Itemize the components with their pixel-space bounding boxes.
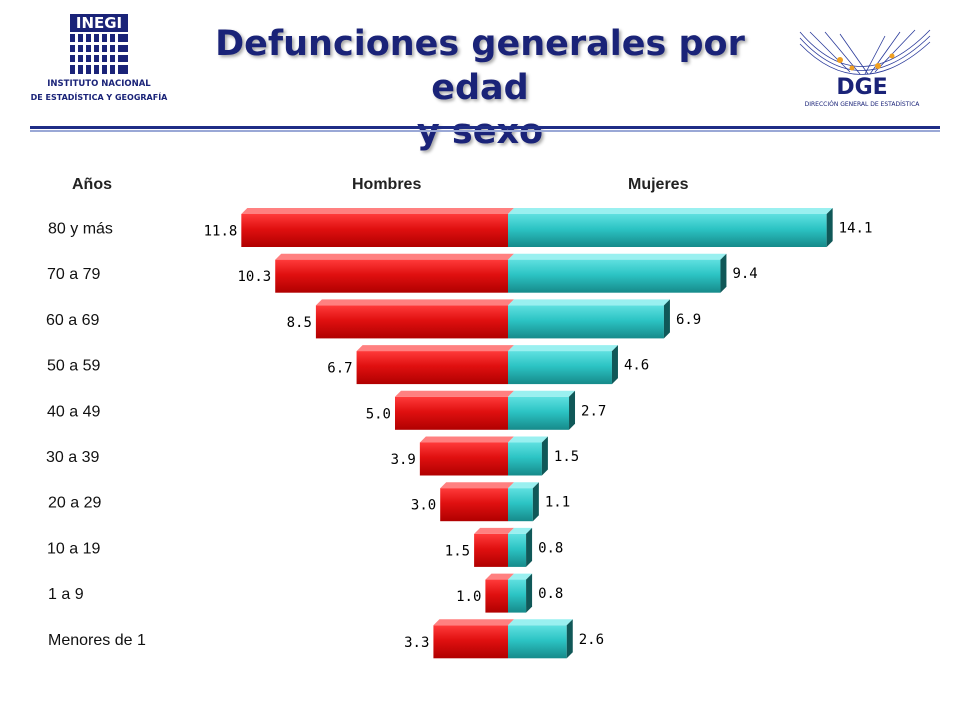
hombres-value-label: 6.7 — [327, 361, 352, 377]
header-mujeres: Mujeres — [628, 176, 689, 193]
mujeres-bar — [508, 351, 612, 385]
mujeres-bar-side — [566, 619, 573, 659]
mujeres-bar — [508, 533, 527, 567]
hombres-bar — [433, 625, 508, 659]
hombres-bar — [356, 351, 508, 385]
hombres-value-label: 1.0 — [456, 589, 481, 605]
age-label: 10 a 19 — [47, 540, 100, 557]
mujeres-bar-side — [611, 345, 618, 385]
mujeres-bar-side — [569, 390, 576, 430]
page-title: Defunciones generales por edad y sexo — [170, 22, 790, 154]
mujeres-value-label: 0.8 — [538, 586, 563, 602]
hombres-bar-top — [419, 436, 514, 443]
hombres-bar — [395, 396, 508, 430]
mujeres-bar-top — [508, 299, 670, 306]
mujeres-bar-side — [526, 573, 533, 613]
hombres-bar — [440, 488, 508, 522]
hombres-bar-top — [275, 253, 514, 260]
hombres-value-label: 3.9 — [391, 452, 416, 468]
hombres-bar — [241, 214, 508, 247]
mujeres-bar-top — [508, 619, 573, 626]
age-label: 20 a 29 — [48, 495, 101, 512]
hombres-bar-top — [356, 345, 514, 352]
inegi-logo-line2: DE ESTADÍSTICA Y GEOGRAFÍA — [31, 91, 169, 102]
hombres-bar-top — [474, 527, 514, 534]
mujeres-bar — [508, 259, 721, 293]
inegi-logo: INEGI INSTITUTO NACIONAL DE ESTADÍSTICA … — [31, 14, 169, 102]
hombres-bar — [315, 305, 508, 339]
mujeres-value-label: 1.1 — [545, 495, 570, 511]
mujeres-bar — [508, 214, 827, 247]
age-label: 80 y más — [48, 221, 113, 238]
hombres-bar — [419, 442, 508, 476]
hombres-value-label: 11.8 — [204, 224, 238, 240]
mujeres-bar-side — [526, 527, 533, 567]
mujeres-bar-top — [508, 253, 727, 260]
age-label: 1 a 9 — [48, 586, 84, 603]
mujeres-bar-side — [663, 299, 670, 339]
hombres-bar — [485, 579, 508, 613]
hombres-value-label: 1.5 — [445, 543, 470, 559]
mujeres-value-label: 0.8 — [538, 540, 563, 556]
age-label: Menores de 1 — [48, 632, 146, 649]
age-label: 50 a 59 — [47, 358, 100, 375]
mujeres-value-label: 6.9 — [676, 312, 701, 328]
mujeres-bar-top — [508, 527, 533, 534]
age-label: 60 a 69 — [46, 312, 99, 329]
hombres-bar-top — [485, 573, 514, 580]
mujeres-bar — [508, 396, 570, 430]
hombres-value-label: 8.5 — [287, 315, 312, 331]
mujeres-bar-side — [541, 436, 548, 476]
mujeres-bar-side — [720, 253, 727, 293]
mujeres-value-label: 1.5 — [554, 449, 579, 465]
mujeres-value-label: 14.1 — [839, 221, 873, 237]
mujeres-bar-top — [508, 482, 539, 489]
header-rule-dark — [30, 126, 940, 129]
header-rule-light — [30, 130, 940, 132]
mujeres-bar-top — [508, 390, 576, 397]
mujeres-bar — [508, 625, 567, 659]
mujeres-bar-top — [508, 573, 533, 580]
mujeres-value-label: 2.6 — [579, 632, 604, 648]
mujeres-value-label: 2.7 — [581, 403, 606, 419]
hombres-bar-top — [241, 208, 514, 214]
age-label: 70 a 79 — [47, 266, 100, 283]
hombres-bar — [275, 259, 508, 293]
page-title-line2: y sexo — [416, 112, 544, 152]
mujeres-value-label: 4.6 — [624, 358, 649, 374]
header-hombres: Hombres — [352, 176, 422, 193]
dge-logo-subtitle: DIRECCIÓN GENERAL DE ESTADÍSTICA — [805, 101, 921, 108]
mujeres-bar-side — [826, 208, 833, 247]
hombres-value-label: 10.3 — [238, 269, 272, 285]
age-label: 40 a 49 — [47, 403, 100, 420]
mujeres-bar — [508, 305, 664, 339]
dge-logo: DGE DIRECCIÓN GENERAL DE ESTADÍSTICA — [799, 29, 931, 108]
mujeres-value-label: 9.4 — [732, 266, 757, 282]
hombres-bar-top — [440, 482, 514, 489]
age-label: 30 a 39 — [46, 449, 99, 466]
mujeres-bar-top — [508, 345, 618, 352]
hombres-bar-top — [315, 299, 514, 306]
page-title-line1: Defunciones generales por edad — [215, 24, 745, 108]
mujeres-bar — [508, 579, 527, 613]
hombres-value-label: 3.0 — [411, 498, 436, 514]
hombres-value-label: 3.3 — [404, 635, 429, 651]
dge-logo-acronym: DGE — [836, 75, 887, 100]
hombres-value-label: 5.0 — [366, 406, 391, 422]
header-anos: Años — [72, 176, 112, 193]
mujeres-bar-side — [532, 482, 539, 522]
inegi-logo-line1: INSTITUTO NACIONAL — [47, 79, 151, 89]
inegi-logo-acronym: INEGI — [76, 14, 122, 32]
mujeres-bar-top — [508, 436, 548, 443]
hombres-bar-top — [395, 390, 514, 397]
mujeres-bar — [508, 442, 542, 476]
mujeres-bar-top — [508, 208, 833, 214]
hombres-bar-top — [433, 619, 514, 626]
hombres-bar — [474, 533, 508, 567]
mujeres-bar — [508, 488, 533, 522]
